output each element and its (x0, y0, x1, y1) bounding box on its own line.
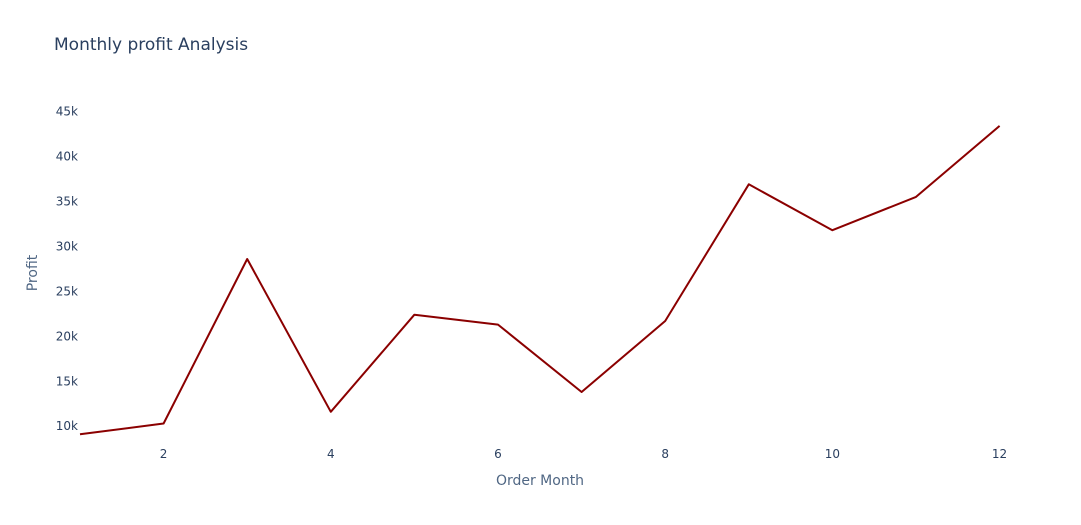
data-point (664, 320, 666, 322)
y-tick-label: 35k (56, 194, 78, 208)
x-tick-label: 10 (825, 447, 840, 461)
data-point (748, 183, 750, 185)
data-point (413, 314, 415, 316)
y-axis-label: Profit (25, 254, 41, 291)
y-tick-label: 40k (56, 149, 78, 163)
x-tick-label: 2 (160, 447, 168, 461)
x-tick-label: 4 (327, 447, 335, 461)
profit-series-line (79, 125, 1001, 436)
y-tick-label: 10k (56, 419, 78, 433)
y-tick-label: 25k (56, 284, 78, 298)
y-tick-label: 15k (56, 374, 78, 388)
x-tick-label: 8 (661, 447, 669, 461)
x-axis-label: Order Month (496, 473, 584, 489)
y-tick-label: 30k (56, 239, 78, 253)
data-point (581, 391, 583, 393)
data-point (79, 433, 81, 435)
plot-area: 10k 15k 20k 25k 30k 35k 40k 45k 2 4 6 8 10 12 (56, 104, 1007, 461)
chart-title: Monthly profit Analysis (54, 35, 248, 55)
y-tick-label: 45k (56, 104, 78, 118)
data-point (999, 125, 1001, 127)
data-point (330, 411, 332, 413)
y-tick-label: 20k (56, 329, 78, 343)
data-point (831, 229, 833, 231)
data-point (163, 423, 165, 425)
x-axis-ticks: 2 4 6 8 10 12 (160, 447, 1007, 461)
data-point (915, 196, 917, 198)
x-tick-label: 12 (992, 447, 1007, 461)
data-point (497, 324, 499, 326)
data-point (246, 258, 248, 260)
x-tick-label: 6 (494, 447, 502, 461)
y-axis-ticks: 10k 15k 20k 25k 30k 35k 40k 45k (56, 104, 78, 433)
